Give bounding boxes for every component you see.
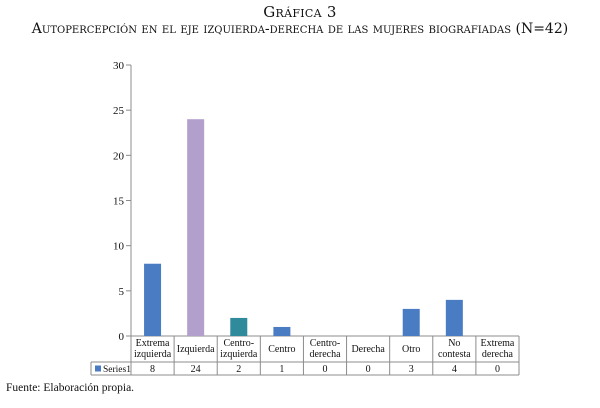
bar — [230, 317, 248, 336]
x-category-label: Derecha — [351, 344, 385, 355]
chart-subtitle: Autopercepción en el eje izquierda-derec… — [31, 21, 569, 37]
y-tick-label: 30 — [113, 60, 125, 72]
source-note: Fuente: Elaboración propia. — [6, 382, 135, 394]
legend-label: Series1 — [103, 365, 131, 375]
y-tick-label: 25 — [113, 105, 125, 117]
data-table-value: 4 — [452, 364, 457, 375]
y-tick-label: 5 — [119, 286, 125, 298]
data-table-value: 8 — [150, 364, 155, 375]
data-table-value: 0 — [495, 364, 500, 375]
bar — [187, 119, 205, 336]
bar — [144, 263, 162, 336]
y-tick-label: 0 — [119, 331, 125, 343]
legend-key — [95, 365, 101, 372]
bar — [402, 308, 420, 336]
x-category-label: Otro — [402, 344, 420, 355]
bar — [445, 299, 463, 336]
y-tick-label: 15 — [113, 196, 125, 208]
data-table-value: 2 — [236, 364, 241, 375]
data-table-value: 3 — [409, 364, 414, 375]
x-category-label: Izquierda — [177, 344, 215, 355]
data-table-value: 1 — [279, 364, 284, 375]
data-table-value: 0 — [366, 364, 371, 375]
x-category-label: Extrema derecha — [481, 338, 515, 360]
chart-title: Gráfica 3 — [263, 3, 337, 21]
x-category-label: No contesta — [438, 338, 471, 360]
y-tick-label: 10 — [113, 241, 125, 253]
y-tick-label: 20 — [113, 150, 125, 162]
data-table-value: 24 — [191, 364, 201, 375]
x-category-label: Centro-izquierda — [220, 338, 258, 360]
x-category-label: Centro — [268, 344, 295, 355]
bar — [273, 326, 291, 336]
x-category-label: Centro-derecha — [309, 338, 341, 360]
x-category-label: Extrema izquierda — [134, 338, 172, 360]
data-table-value: 0 — [323, 364, 328, 375]
